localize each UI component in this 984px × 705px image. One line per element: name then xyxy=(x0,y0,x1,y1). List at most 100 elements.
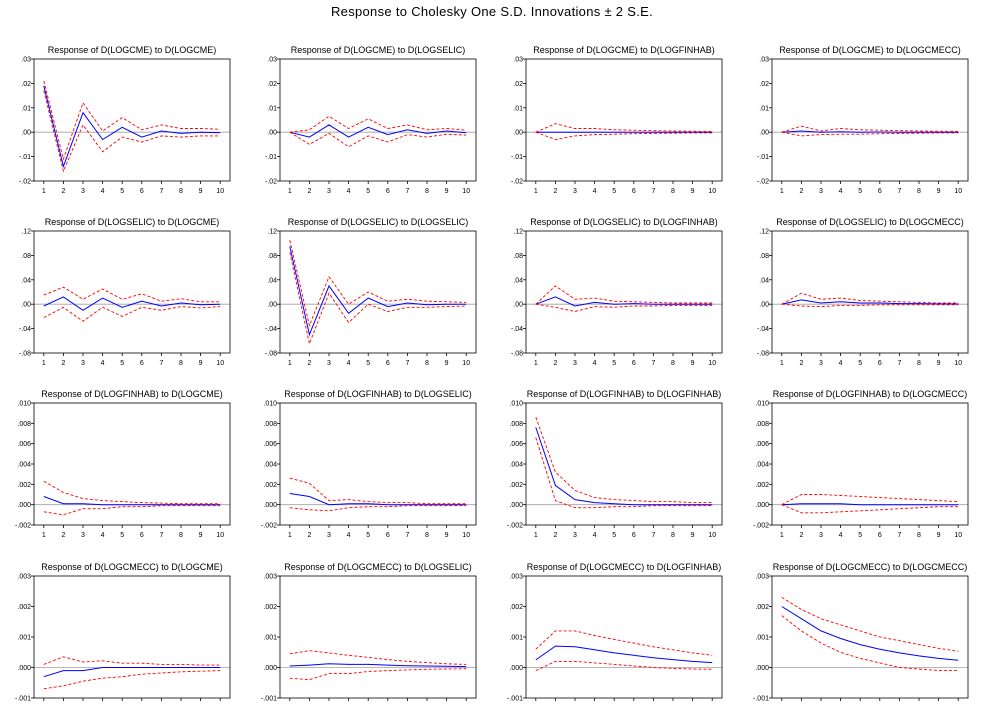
irf-panel: Response of D(LOGSELIC) to D(LOGCMECC) -.… xyxy=(738,190,982,367)
x-tick-label: 6 xyxy=(140,360,144,367)
y-tick-label: .12 xyxy=(21,229,31,236)
y-tick-label: .004 xyxy=(263,462,277,469)
panel-title: Response of D(LOGSELIC) to D(LOGCME) xyxy=(44,217,220,227)
x-tick-label: 3 xyxy=(573,532,577,539)
x-tick-label: 10 xyxy=(462,188,470,195)
x-tick-label: 6 xyxy=(632,532,636,539)
response-line xyxy=(781,299,959,305)
y-tick-label: .010 xyxy=(17,401,31,408)
panel-plot: -.08 -.04 .00 .04 .08 .12 1 2 3 4 5 6 7 8 9 10 xyxy=(265,229,477,367)
lower-band-line xyxy=(781,303,959,308)
y-tick-label: .04 xyxy=(21,277,31,284)
irf-panel: Response of D(LOGCMECC) to D(LOGCME) -.00… xyxy=(0,535,244,705)
lower-band-line xyxy=(781,615,959,672)
y-tick-label: .000 xyxy=(509,665,523,672)
x-tick-label: 4 xyxy=(839,360,843,367)
response-line xyxy=(43,296,221,311)
y-tick-label: -.02 xyxy=(511,179,523,186)
x-tick-label: 4 xyxy=(347,532,351,539)
panel-title: Response of D(LOGSELIC) to D(LOGFINHAB) xyxy=(530,217,718,227)
x-tick-label: 1 xyxy=(534,532,538,539)
y-tick-label: -.08 xyxy=(265,351,277,358)
panel-title: Response of D(LOGSELIC) to D(LOGCMECC) xyxy=(776,217,964,227)
y-tick-label: .002 xyxy=(509,482,523,489)
x-tick-label: 7 xyxy=(651,360,655,367)
y-tick-label: .008 xyxy=(509,421,523,428)
x-tick-label: 3 xyxy=(819,532,823,539)
x-tick-label: 7 xyxy=(405,360,409,367)
response-line xyxy=(535,296,713,307)
x-tick-label: 2 xyxy=(553,532,557,539)
y-tick-label: .00 xyxy=(513,302,523,309)
response-line xyxy=(781,606,959,661)
y-tick-label: .02 xyxy=(759,81,769,88)
x-tick-label: 3 xyxy=(819,360,823,367)
x-tick-label: 1 xyxy=(288,360,292,367)
y-tick-label: .04 xyxy=(759,277,769,284)
y-tick-label: .00 xyxy=(21,130,31,137)
x-tick-label: 9 xyxy=(445,360,449,367)
irf-panel: Response of D(LOGSELIC) to D(LOGCME) -.08… xyxy=(0,190,244,367)
irf-panel: Response of D(LOGCME) to D(LOGCMECC) -.02… xyxy=(738,18,982,195)
y-tick-label: .004 xyxy=(509,462,523,469)
panel-title: Response of D(LOGFINHAB) to D(LOGSELIC) xyxy=(284,389,472,399)
x-tick-label: 8 xyxy=(671,188,675,195)
x-tick-label: 10 xyxy=(708,360,716,367)
plot-frame xyxy=(279,230,477,354)
y-tick-label: -.001 xyxy=(507,696,523,703)
y-tick-label: .002 xyxy=(17,604,31,611)
x-tick-label: 1 xyxy=(42,532,46,539)
y-tick-label: -.04 xyxy=(757,326,769,333)
y-tick-label: -.001 xyxy=(15,696,31,703)
x-tick-label: 9 xyxy=(445,532,449,539)
x-tick-label: 10 xyxy=(954,360,962,367)
y-tick-label: .08 xyxy=(759,253,769,260)
y-tick-label: .04 xyxy=(267,277,277,284)
irf-panel: Response of D(LOGSELIC) to D(LOGFINHAB) -… xyxy=(492,190,736,367)
y-tick-label: -.04 xyxy=(265,326,277,333)
lower-band-line xyxy=(535,437,713,509)
y-tick-label: .010 xyxy=(509,401,523,408)
x-tick-label: 3 xyxy=(327,360,331,367)
x-tick-label: 3 xyxy=(819,188,823,195)
y-tick-label: .000 xyxy=(263,665,277,672)
plot-frame xyxy=(279,58,477,182)
x-tick-label: 4 xyxy=(347,188,351,195)
plot-frame xyxy=(33,230,231,354)
y-tick-label: -.002 xyxy=(15,523,31,530)
y-tick-label: .08 xyxy=(513,253,523,260)
irf-panel: Response of D(LOGCMECC) to D(LOGCMECC) -.… xyxy=(738,535,982,705)
irf-panel: Response of D(LOGFINHAB) to D(LOGFINHAB)… xyxy=(492,362,736,539)
plot-frame xyxy=(771,402,969,526)
x-tick-label: 7 xyxy=(159,188,163,195)
panel-plot: -.08 -.04 .00 .04 .08 .12 1 2 3 4 5 6 7 8 9 10 xyxy=(757,229,969,367)
response-line xyxy=(43,496,221,506)
irf-panel: Response of D(LOGCMECC) to D(LOGFINHAB) -… xyxy=(492,535,736,705)
y-tick-label: .001 xyxy=(263,635,277,642)
y-tick-label: .003 xyxy=(509,574,523,581)
y-tick-label: .001 xyxy=(509,635,523,642)
x-tick-label: 9 xyxy=(691,360,695,367)
x-tick-label: 4 xyxy=(101,360,105,367)
y-tick-label: -.08 xyxy=(511,351,523,358)
y-tick-label: .002 xyxy=(509,604,523,611)
x-tick-label: 5 xyxy=(366,532,370,539)
y-tick-label: .003 xyxy=(263,574,277,581)
figure-title: Response to Cholesky One S.D. Innovation… xyxy=(330,4,654,19)
y-tick-label: .002 xyxy=(17,482,31,489)
panel-plot: -.002 .000 .002 .004 .006 .008 .010 1 2 3 4 5 6 7 8 9 10 xyxy=(507,401,723,539)
y-tick-label: .004 xyxy=(755,462,769,469)
panel-plot: -.02 -.01 .00 .01 .02 .03 1 2 3 4 5 6 7 8 9 10 xyxy=(265,57,477,195)
panel-plot: -.02 -.01 .00 .01 .02 .03 1 2 3 4 5 6 7 8 9 10 xyxy=(511,57,723,195)
plot-frame xyxy=(33,402,231,526)
x-tick-label: 8 xyxy=(917,360,921,367)
panel-title: Response of D(LOGCME) to D(LOGCMECC) xyxy=(779,45,961,55)
y-tick-label: -.04 xyxy=(511,326,523,333)
x-tick-label: 10 xyxy=(462,360,470,367)
x-tick-label: 7 xyxy=(159,532,163,539)
response-line xyxy=(781,503,959,506)
panel-title: Response of D(LOGCMECC) to D(LOGFINHAB) xyxy=(526,562,722,572)
response-line xyxy=(289,124,467,138)
x-tick-label: 2 xyxy=(307,188,311,195)
irf-panel: Response of D(LOGCMECC) to D(LOGSELIC) -.… xyxy=(246,535,490,705)
